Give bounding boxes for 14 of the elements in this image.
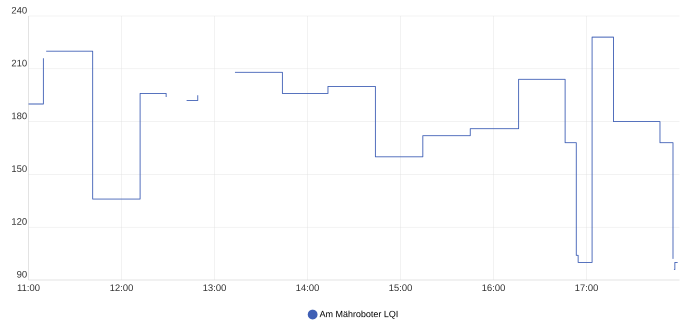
y-tick-label: 240: [12, 6, 27, 14]
y-tick-label: 150: [12, 165, 27, 172]
x-tick-label: 16:00: [482, 284, 505, 292]
x-tick-label: 15:00: [389, 284, 412, 292]
legend-label: Am Mähroboter LQI: [320, 310, 398, 319]
y-tick-label: 210: [12, 60, 27, 66]
y-tick-label: 90: [17, 270, 27, 278]
x-tick-label: 13:00: [203, 284, 226, 292]
x-tick-label: 17:00: [575, 284, 598, 292]
x-tick-label: 11:00: [18, 284, 40, 292]
x-tick-label: 14:00: [296, 284, 319, 292]
y-tick-label: 180: [12, 112, 27, 120]
y-tick-label: 120: [12, 218, 27, 225]
x-tick-label: 12:00: [110, 284, 133, 292]
